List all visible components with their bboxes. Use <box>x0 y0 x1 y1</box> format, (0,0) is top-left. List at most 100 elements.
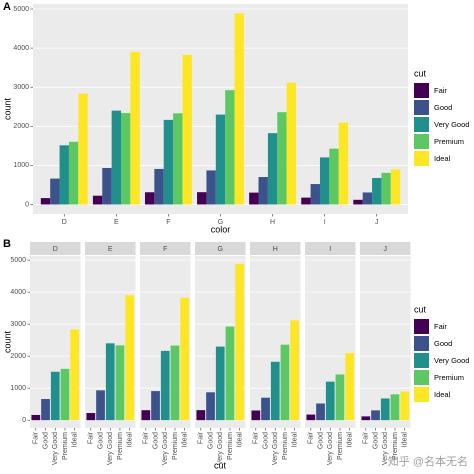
bar <box>151 391 160 421</box>
bar <box>31 414 41 421</box>
x-tick-label: I <box>324 219 326 226</box>
panel-tag: B <box>3 238 11 250</box>
bar <box>92 195 103 205</box>
bar <box>121 113 131 205</box>
bar <box>225 90 235 205</box>
bar <box>125 295 135 421</box>
bar <box>144 192 155 205</box>
legend-key <box>414 151 429 166</box>
y-axis-label: count <box>2 97 12 120</box>
bar <box>50 371 60 421</box>
bar <box>225 326 235 421</box>
strip-label: J <box>384 246 388 253</box>
bar <box>234 13 244 205</box>
x-tick-label: Fair <box>363 431 370 444</box>
bar <box>316 403 325 421</box>
bar <box>102 167 112 205</box>
strip <box>30 242 81 255</box>
legend-key <box>414 319 429 334</box>
bar <box>338 122 349 205</box>
x-tick-label: Good <box>317 432 324 449</box>
x-tick-label: Fair <box>33 431 40 444</box>
bar <box>261 397 270 421</box>
bar <box>362 192 373 205</box>
x-axis-label: cut <box>214 460 227 470</box>
legend-label: Fair <box>434 86 447 95</box>
y-tick-label: 5000 <box>13 6 29 13</box>
bar <box>345 353 355 421</box>
bar <box>197 192 207 205</box>
x-tick-label: Ideal <box>127 432 134 448</box>
x-tick-label: Ideal <box>402 432 409 448</box>
x-tick-label: Very Good <box>52 432 59 465</box>
legend-key <box>414 387 429 402</box>
bar <box>68 141 79 205</box>
bar <box>361 416 371 421</box>
bar <box>353 199 363 205</box>
bar <box>206 392 215 421</box>
legend-title: cut <box>414 304 427 314</box>
bar <box>400 391 410 421</box>
bar <box>182 54 192 205</box>
bar <box>290 320 300 421</box>
bar <box>249 192 259 205</box>
strip-label: D <box>53 246 58 253</box>
legend-label: Ideal <box>434 390 451 399</box>
x-tick-label: D <box>62 219 67 226</box>
watermark: 知乎 @名本无名 <box>388 454 468 468</box>
y-tick-label: 5000 <box>10 257 26 264</box>
x-tick-label: Fair <box>198 431 205 444</box>
strip <box>250 242 301 255</box>
strip <box>360 242 411 255</box>
bar <box>160 350 170 421</box>
bar <box>173 113 183 205</box>
strip <box>195 242 246 255</box>
y-tick-label: 0 <box>22 417 26 424</box>
strip <box>85 242 136 255</box>
y-tick-label: 2000 <box>10 353 26 360</box>
y-tick-label: 4000 <box>13 45 29 52</box>
y-tick-label: 1000 <box>13 162 29 169</box>
strip-label: E <box>108 246 113 253</box>
bar <box>267 133 278 205</box>
y-tick-label: 4000 <box>10 289 26 296</box>
x-tick-label: F <box>166 219 170 226</box>
bar <box>258 177 268 205</box>
bar <box>141 410 151 421</box>
bar <box>115 345 125 421</box>
strip-label: H <box>273 246 278 253</box>
x-tick-label: Very Good <box>217 432 224 465</box>
x-tick-label: Very Good <box>162 432 169 465</box>
x-tick-label: Good <box>262 432 269 449</box>
bar <box>277 112 287 205</box>
y-tick-label: 3000 <box>13 84 29 91</box>
bar <box>310 184 320 205</box>
x-tick-label: Premium <box>117 432 124 460</box>
bar <box>371 410 380 421</box>
x-tick-label: Premium <box>282 432 289 460</box>
bar <box>130 51 140 205</box>
x-tick-label: Very Good <box>327 432 334 465</box>
bar <box>381 172 391 205</box>
bar <box>380 398 390 421</box>
strip-label: I <box>329 246 331 253</box>
x-tick-label: Ideal <box>72 432 79 448</box>
bar <box>306 414 316 421</box>
legend-key <box>414 370 429 385</box>
x-axis-label: color <box>211 224 231 234</box>
bar <box>196 410 206 421</box>
y-tick-label: 2000 <box>13 123 29 130</box>
bar <box>215 346 225 421</box>
legend-key <box>414 353 429 368</box>
bar <box>235 263 245 421</box>
bar <box>96 390 105 421</box>
strip <box>140 242 191 255</box>
bar <box>111 110 122 205</box>
x-tick-label: Good <box>97 432 104 449</box>
x-tick-label: Premium <box>392 432 399 460</box>
bar <box>180 297 190 421</box>
bar <box>40 198 51 205</box>
y-axis-label: count <box>2 330 12 353</box>
bar <box>206 170 216 205</box>
x-tick-label: Fair <box>143 431 150 444</box>
